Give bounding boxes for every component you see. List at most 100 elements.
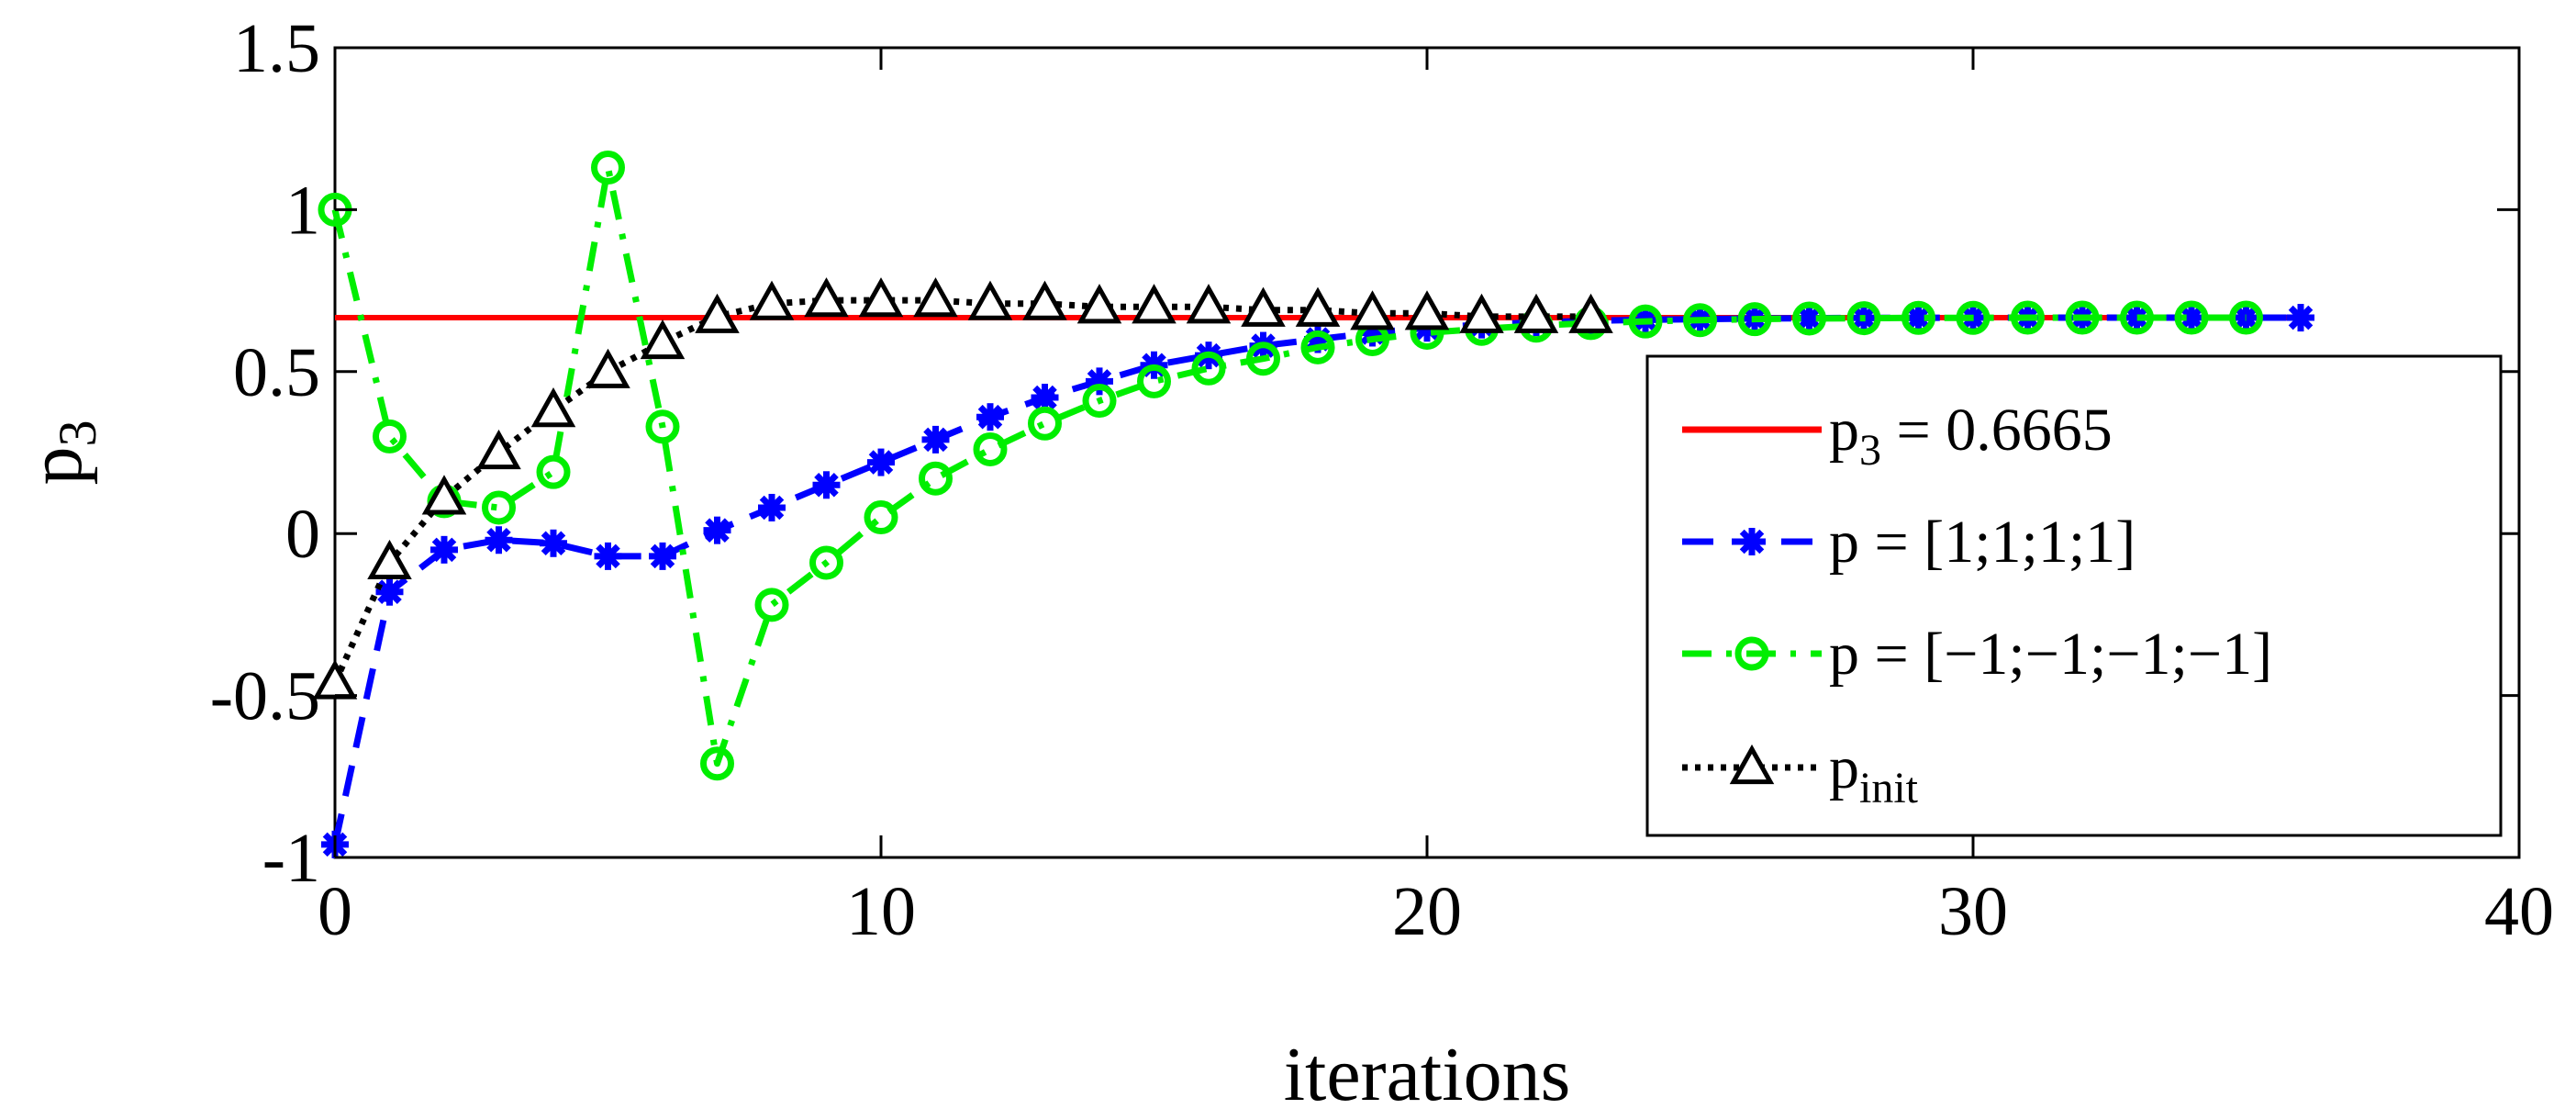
legend-entry-1-marker <box>1738 528 1766 555</box>
series-1-point-9 <box>809 545 843 580</box>
y-tick-label-2: 0 <box>285 496 320 573</box>
series-0-point-9-stroke-3 <box>814 473 839 498</box>
series-0-point-2 <box>430 535 458 564</box>
series-1-point-35 <box>2229 300 2263 335</box>
series-1-point-25 <box>1683 303 1717 338</box>
series-1-line <box>331 164 2247 767</box>
series-0-point-11-stroke-3 <box>923 427 948 453</box>
series-1-point-1 <box>373 419 407 454</box>
x-tick-label-4: 40 <box>2484 873 2554 950</box>
series-0-point-5 <box>594 542 622 570</box>
series-1-point-15 <box>1137 364 1171 398</box>
series-2-point-23 <box>1568 293 1613 333</box>
series-1-point-10 <box>864 500 898 535</box>
series-1-point-30 <box>1956 300 1991 335</box>
series-1-point-12 <box>973 431 1008 466</box>
series-0-point-3-stroke-3 <box>486 527 511 553</box>
legend-entry-2-label-main: p = [−1;−1;−1;−1] <box>1829 621 2272 688</box>
series-1-point-3 <box>482 490 516 525</box>
series-2-point-19 <box>1350 290 1395 330</box>
series-2-point-12 <box>967 280 1013 320</box>
series-0-point-36 <box>2287 304 2314 332</box>
series-1-point-7 <box>700 746 734 781</box>
x-tick-label-3: 30 <box>1938 873 2008 950</box>
series-2-point-4 <box>530 387 576 428</box>
series-0-point-33-stroke-3 <box>2124 305 2149 330</box>
series-0-point-27-stroke-3 <box>1797 306 1822 330</box>
legend-entry-3-label-sub: init <box>1859 764 1919 812</box>
y-tick-label-5: 1.5 <box>233 10 320 87</box>
legend: p3 = 0.6665 p = [1;1;1;1] p = [−1;−1;−1;−1… <box>1645 354 2503 837</box>
series-2-point-22 <box>1513 293 1559 333</box>
legend-entry-1-label-main: p = [1;1;1;1] <box>1829 509 2136 576</box>
y-tick-label-0: -1 <box>262 820 320 897</box>
y-tick-label-3: 0.5 <box>233 334 320 411</box>
series-2-point-13 <box>1022 280 1067 320</box>
y-axis-label-main: p <box>13 447 98 486</box>
x-tick-label-0: 0 <box>318 873 352 950</box>
y-axis-ticks: -1 -0.5 0 0.5 1 1.5 <box>210 10 2519 897</box>
series-2-point-2 <box>421 475 467 515</box>
series-0-point-10-stroke-3 <box>868 450 894 475</box>
y-tick-label-4: 1 <box>285 172 320 249</box>
series-0-point-4-stroke-3 <box>541 531 566 556</box>
series-0-point-29-stroke-3 <box>1906 305 1931 330</box>
series-2-point-15 <box>1132 284 1176 324</box>
legend-entry-2-label: p = [−1;−1;−1;−1] <box>1829 621 2272 688</box>
series-1-point-4 <box>536 454 571 489</box>
x-tick-label-1: 10 <box>846 873 916 950</box>
series-2-point-20 <box>1404 290 1450 330</box>
series-0-point-34-stroke-3 <box>2179 305 2204 330</box>
legend-entry-1-marker-stroke-3 <box>1739 529 1765 554</box>
series-1-point-31 <box>2011 300 2045 335</box>
legend-entry-0-label-main: p <box>1829 397 1859 464</box>
series-0-point-10 <box>867 448 895 476</box>
y-axis-label: p3 <box>13 420 107 486</box>
series-group <box>312 151 2314 858</box>
series-2-point-1 <box>367 539 412 580</box>
series-0-point-13-stroke-3 <box>1032 385 1057 410</box>
series-2-point-6 <box>640 319 686 360</box>
series-1-point-6 <box>645 409 680 444</box>
legend-entry-0-label-sub: 3 <box>1859 426 1881 475</box>
series-0-point-11 <box>921 425 950 454</box>
legend-entries: p3 = 0.6665 p = [1;1;1;1] p = [−1;−1;−1;−1… <box>1682 397 2272 812</box>
legend-entry-0-label-rest: = 0.6665 <box>1881 397 2113 464</box>
series-0-point-7-stroke-3 <box>705 518 730 543</box>
x-tick-label-2: 20 <box>1392 873 1462 950</box>
series-0-point-5-stroke-3 <box>596 543 620 569</box>
x-axis-label: iterations <box>1284 1032 1571 1117</box>
series-1 <box>318 151 2263 781</box>
series-1-point-18 <box>1300 330 1335 364</box>
series-2-point-18 <box>1295 286 1341 327</box>
series-0-point-2-stroke-3 <box>431 537 457 563</box>
series-0-point-12 <box>976 403 1004 431</box>
legend-entry-1-label: p = [1;1;1;1] <box>1829 509 2136 576</box>
x-axis-ticks: 0 10 20 30 40 <box>318 48 2554 950</box>
series-2-point-3 <box>476 429 521 470</box>
series-1-point-17 <box>1246 342 1280 376</box>
y-axis-label-sub: 3 <box>48 420 107 447</box>
series-0-point-7 <box>703 516 731 544</box>
series-2-point-11 <box>913 277 958 318</box>
series-0-point-3 <box>485 526 513 554</box>
legend-entry-3-label: pinit <box>1829 734 1919 812</box>
series-0-point-6 <box>649 542 676 570</box>
series-1-point-27 <box>1792 301 1826 336</box>
series-0-point-9 <box>812 471 841 499</box>
series-1-point-16 <box>1191 351 1226 386</box>
series-2-point-16 <box>1186 284 1232 324</box>
series-2-point-14 <box>1076 284 1122 324</box>
series-2-point-21 <box>1459 293 1504 333</box>
legend-entry-2-marker <box>1734 636 1769 671</box>
series-0-point-1 <box>375 577 404 606</box>
series-2-point-8 <box>749 280 795 320</box>
series-2 <box>312 277 1613 700</box>
series-1-point-24 <box>1628 304 1663 339</box>
series-2-point-17 <box>1241 286 1286 327</box>
series-1-point-8 <box>754 588 789 622</box>
series-1-point-11 <box>919 461 953 496</box>
series-0-point-12-stroke-3 <box>977 404 1003 430</box>
y-tick-label-1: -0.5 <box>210 658 320 735</box>
